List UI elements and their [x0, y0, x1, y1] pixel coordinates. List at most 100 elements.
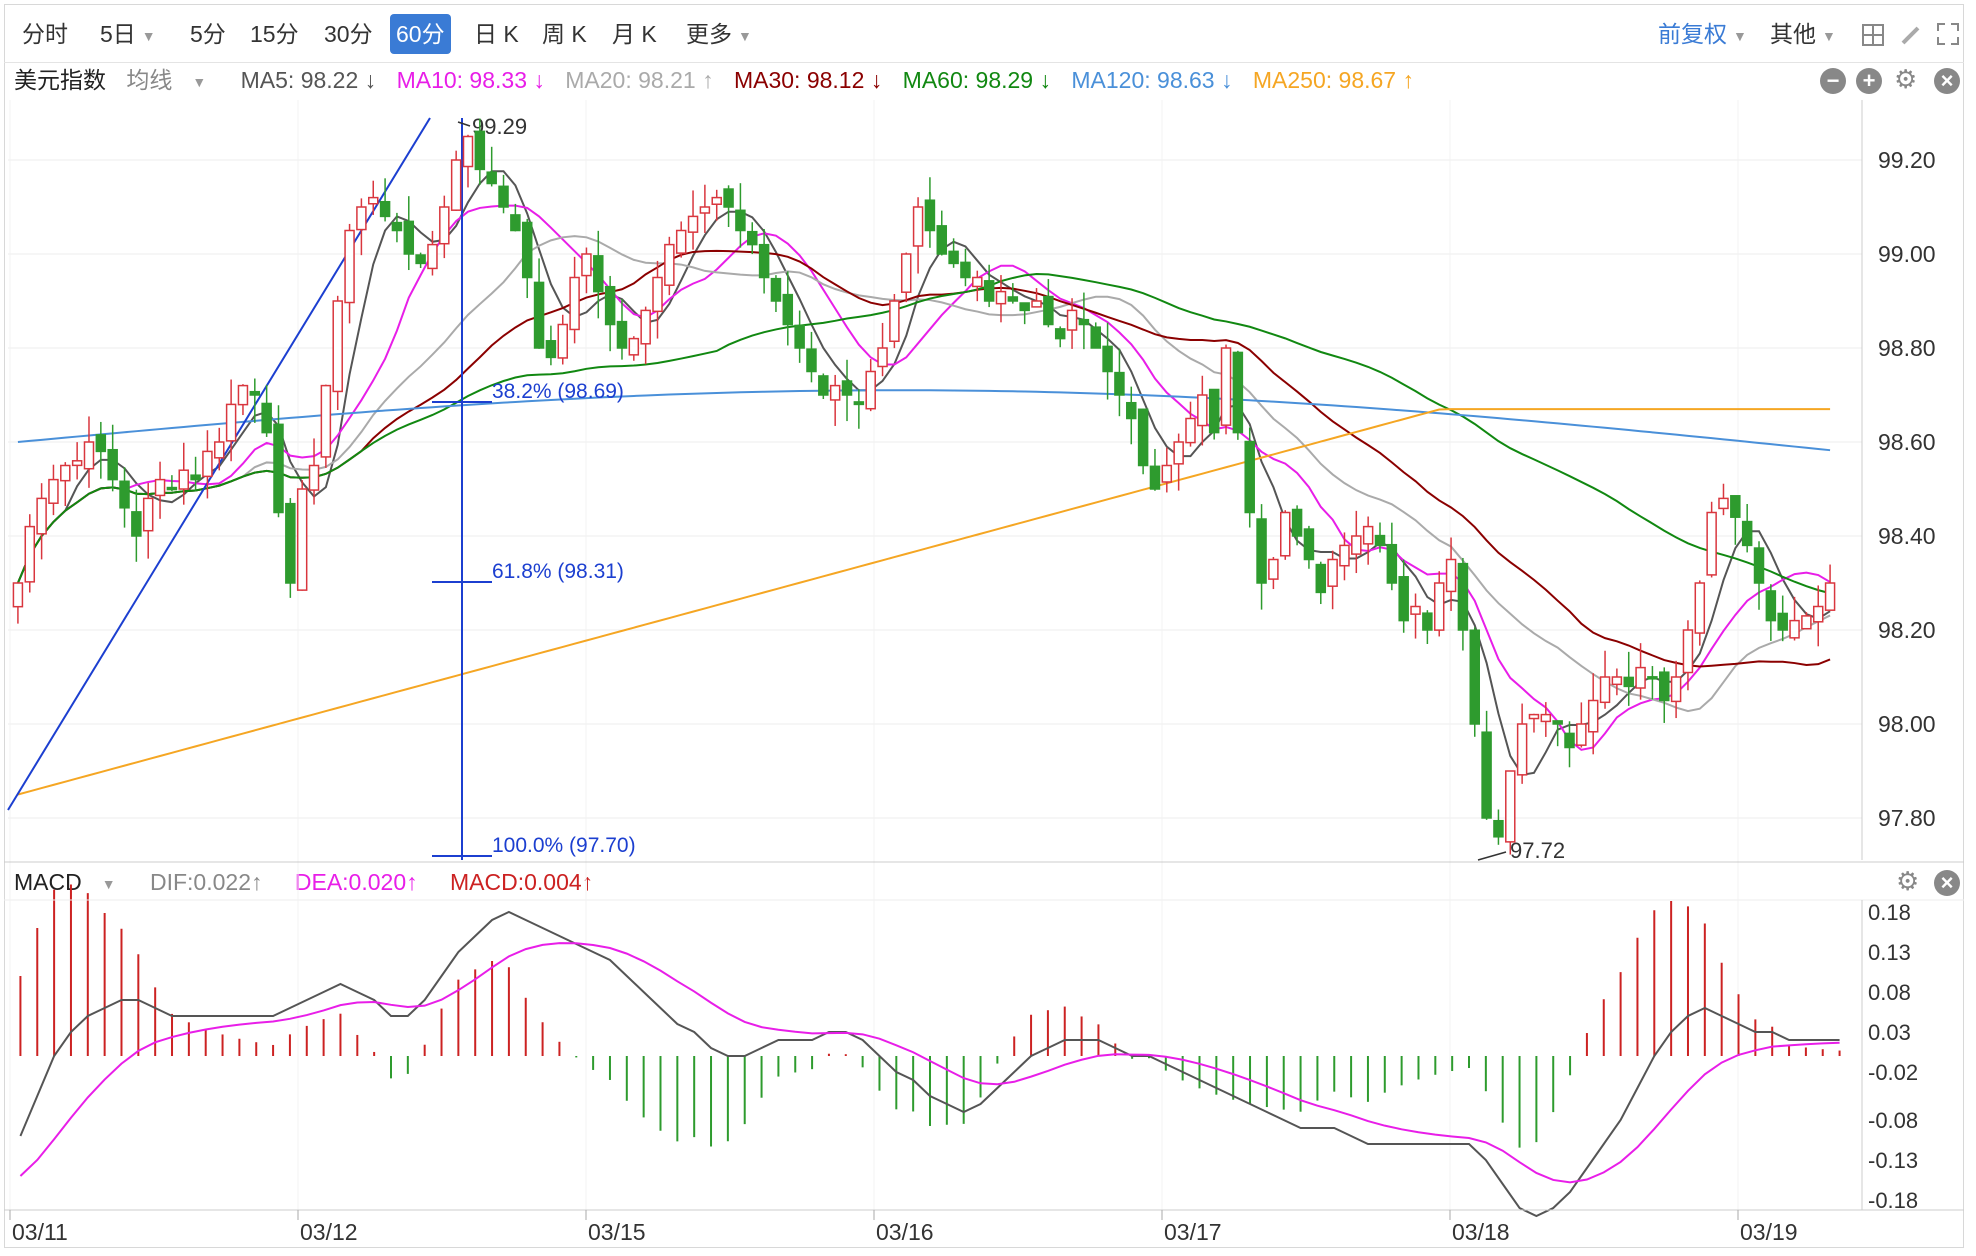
candle-body	[1351, 535, 1362, 555]
low-arrow	[1477, 851, 1507, 861]
grid-icon[interactable]	[1862, 24, 1884, 46]
toolbar-divider	[4, 62, 1964, 63]
dif-line	[19, 910, 1840, 1218]
candle-body	[332, 300, 343, 393]
price-tick-label: 98.80	[1878, 335, 1936, 361]
tab-more-label: 更多	[686, 21, 732, 47]
tab-15min[interactable]: 15分	[250, 21, 299, 47]
price-tick-label: 97.80	[1878, 805, 1936, 831]
tab-week-k[interactable]: 周 K	[542, 21, 587, 47]
fib-level-label: 61.8% (98.31)	[492, 560, 624, 583]
ma10-value: MA10: 98.33 ↓	[396, 67, 545, 93]
candle-body	[794, 324, 805, 349]
candle-body	[391, 221, 403, 232]
candle-body	[131, 511, 142, 537]
candle-body	[1505, 770, 1516, 843]
chevron-down-icon: ▼	[141, 27, 156, 44]
candle-body	[924, 199, 936, 232]
candle-body	[853, 401, 865, 406]
candle-body	[60, 464, 71, 482]
time-label: 03/11	[12, 1219, 68, 1245]
tab-fenshi[interactable]: 分时	[22, 21, 68, 47]
tab-5day[interactable]: 5日 ▼	[94, 14, 162, 54]
ma20-value: MA20: 98.21 ↑	[565, 67, 714, 93]
minimize-icon[interactable]: −	[1820, 68, 1846, 94]
ma60-line	[17, 272, 1831, 595]
candle-body	[1386, 543, 1398, 584]
ma5-value: MA5: 98.22 ↓	[240, 67, 377, 93]
tab-60min[interactable]: 60分	[390, 14, 451, 54]
candle-body	[1031, 300, 1042, 308]
tab-5day-label: 5日	[100, 21, 136, 47]
candle-body	[806, 348, 817, 373]
ma120-line	[17, 389, 1831, 452]
close-icon[interactable]: ×	[1934, 870, 1960, 896]
ma5-line	[17, 170, 1831, 776]
price-tick-label: 98.20	[1878, 617, 1936, 643]
macd-tick-label: 0.03	[1868, 1020, 1911, 1045]
other-label: 其他	[1770, 21, 1816, 47]
candle-body	[1493, 819, 1504, 838]
candle-body	[214, 441, 225, 459]
time-label: 03/18	[1452, 1219, 1510, 1245]
gear-icon[interactable]: ⚙	[1894, 64, 1918, 94]
fullscreen-icon[interactable]	[1936, 22, 1960, 46]
candle-body	[474, 130, 486, 171]
candle-body	[261, 402, 272, 434]
candle-body	[1599, 676, 1611, 704]
time-label: 03/19	[1740, 1219, 1798, 1245]
add-icon[interactable]: +	[1856, 68, 1882, 94]
candle-body	[83, 441, 95, 470]
candle-body	[1611, 676, 1623, 686]
candle-body	[1374, 534, 1386, 547]
candle-body	[1481, 731, 1492, 819]
candle-body	[1777, 612, 1788, 631]
other-dropdown[interactable]: 其他 ▼	[1770, 14, 1836, 54]
candle-body	[1422, 612, 1433, 631]
candle-body	[1670, 676, 1682, 703]
symbol-name: 美元指数	[14, 67, 106, 93]
tab-day-k[interactable]: 日 K	[474, 21, 519, 47]
tab-month-k[interactable]: 月 K	[612, 21, 657, 47]
gear-icon[interactable]: ⚙	[1896, 866, 1920, 896]
chevron-down-icon: ▼	[192, 73, 207, 90]
tab-more[interactable]: 更多 ▼	[680, 14, 758, 54]
tab-30min[interactable]: 30分	[324, 21, 373, 47]
candle-body	[190, 474, 201, 481]
candle-body	[154, 478, 166, 497]
candle-body	[1007, 296, 1019, 302]
ma-type-dropdown[interactable]: 均线 ▼	[126, 67, 220, 93]
dif-value: DIF:0.022↑	[149, 869, 263, 895]
candle-body	[1552, 720, 1563, 725]
candle-body	[1078, 318, 1090, 326]
candle-body	[1102, 345, 1113, 373]
macd-tick-label: 0.13	[1868, 940, 1911, 965]
pen-icon[interactable]	[1900, 24, 1922, 46]
chart-frame	[4, 4, 1964, 1248]
chevron-down-icon: ▼	[101, 875, 116, 892]
ma-legend: 美元指数 均线 ▼ MA5: 98.22 ↓ MA10: 98.33 ↓ MA20…	[14, 64, 1428, 96]
candle-body	[1682, 629, 1694, 674]
candle-body	[616, 320, 628, 349]
candle-body	[687, 215, 699, 233]
candle-body	[1540, 713, 1552, 723]
candle-body	[107, 448, 118, 481]
candle-body	[533, 281, 545, 349]
candle-body	[1730, 495, 1741, 518]
candle-body	[1054, 328, 1066, 340]
price-tick-label: 98.40	[1878, 523, 1936, 549]
candle-body	[735, 209, 746, 232]
candle-body	[1244, 440, 1255, 514]
time-label: 03/15	[588, 1219, 646, 1245]
close-icon[interactable]: ×	[1934, 68, 1960, 94]
adjust-dropdown[interactable]: 前复权 ▼	[1658, 14, 1747, 54]
ma250-value: MA250: 98.67 ↑	[1252, 67, 1414, 93]
candle-body	[344, 229, 355, 304]
candle-body	[877, 347, 888, 368]
candle-body	[285, 502, 296, 584]
chevron-down-icon: ▼	[1733, 27, 1747, 44]
tab-5min[interactable]: 5分	[190, 21, 226, 47]
candle-body	[1824, 582, 1836, 611]
candle-body	[320, 384, 332, 458]
